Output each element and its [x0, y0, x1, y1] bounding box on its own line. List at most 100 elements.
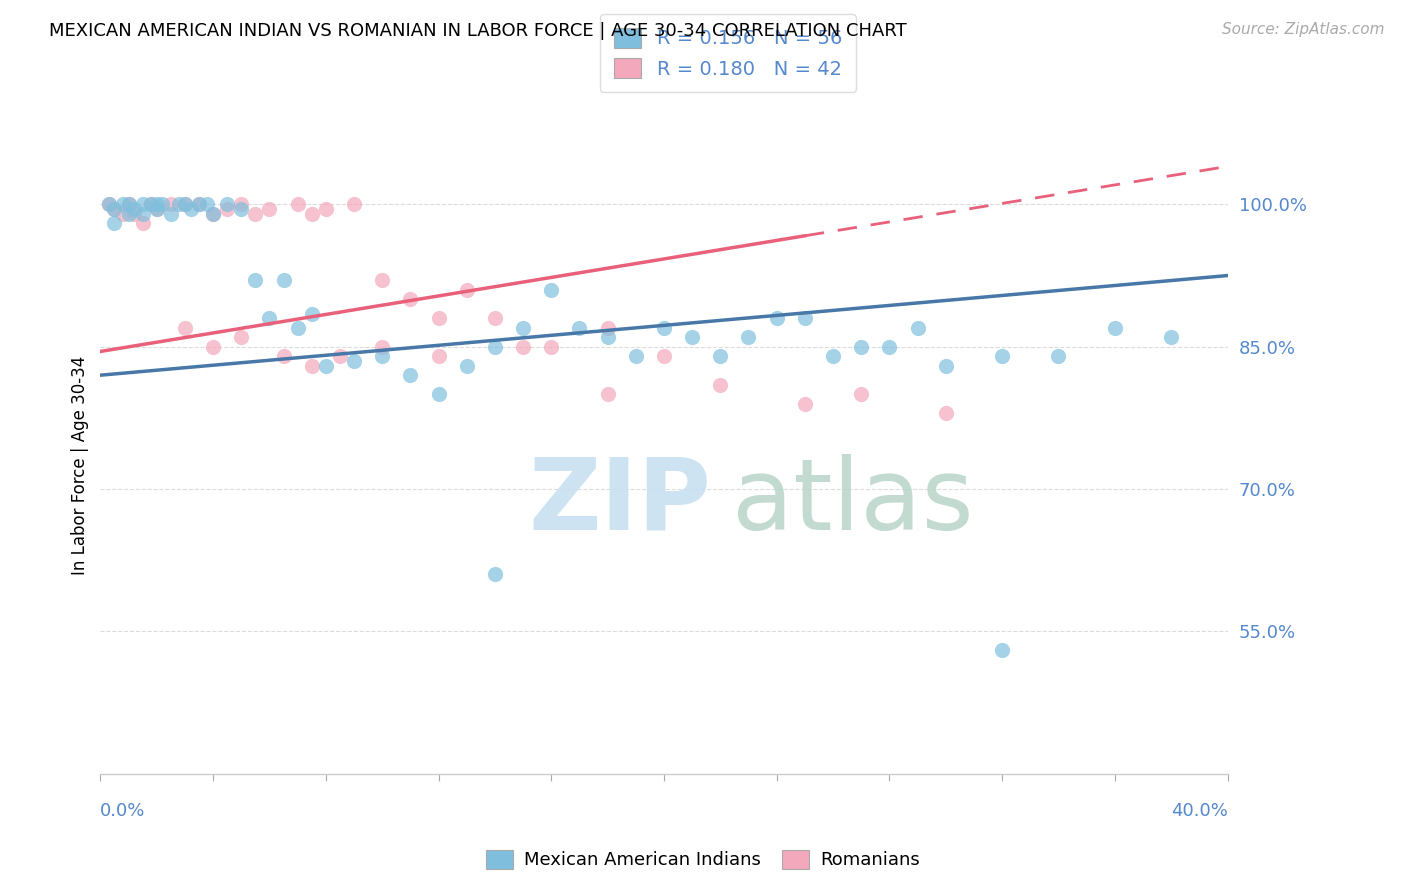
Point: [131, 197, 153, 211]
Point: [371, 273, 394, 287]
Text: ZIP: ZIP: [529, 454, 711, 551]
Point: [103, 202, 125, 216]
Point: [681, 330, 703, 344]
Point: [180, 202, 202, 216]
Point: [122, 202, 145, 216]
Point: [174, 197, 197, 211]
Point: [117, 207, 139, 221]
Point: [484, 311, 506, 326]
Point: [273, 349, 295, 363]
Point: [851, 340, 873, 354]
Point: [202, 207, 225, 221]
Point: [231, 197, 253, 211]
Text: MEXICAN AMERICAN INDIAN VS ROMANIAN IN LABOR FORCE | AGE 30-34 CORRELATION CHART: MEXICAN AMERICAN INDIAN VS ROMANIAN IN L…: [49, 22, 907, 40]
Point: [245, 273, 267, 287]
Point: [596, 320, 619, 334]
Point: [907, 320, 929, 334]
Point: [371, 340, 394, 354]
Point: [97, 197, 120, 211]
Point: [399, 293, 422, 307]
Point: [301, 207, 323, 221]
Point: [484, 567, 506, 582]
Text: atlas: atlas: [731, 454, 973, 551]
Point: [1160, 330, 1182, 344]
Legend: Mexican American Indians, Romanians: Mexican American Indians, Romanians: [477, 841, 929, 879]
Point: [259, 311, 281, 326]
Point: [512, 320, 534, 334]
Point: [145, 202, 167, 216]
Point: [935, 406, 957, 420]
Point: [202, 207, 225, 221]
Point: [652, 349, 675, 363]
Text: 0.0%: 0.0%: [100, 802, 146, 821]
Point: [217, 197, 239, 211]
Point: [329, 349, 352, 363]
Y-axis label: In Labor Force | Age 30-34: In Labor Force | Age 30-34: [72, 356, 89, 575]
Point: [139, 197, 162, 211]
Point: [315, 202, 337, 216]
Point: [174, 320, 197, 334]
Point: [273, 273, 295, 287]
Point: [117, 197, 139, 211]
Point: [343, 354, 366, 368]
Point: [111, 207, 134, 221]
Point: [301, 359, 323, 373]
Text: 40.0%: 40.0%: [1171, 802, 1227, 821]
Point: [512, 340, 534, 354]
Point: [821, 349, 844, 363]
Point: [202, 340, 225, 354]
Point: [484, 340, 506, 354]
Point: [737, 330, 759, 344]
Point: [145, 197, 167, 211]
Point: [652, 320, 675, 334]
Point: [159, 207, 181, 221]
Point: [399, 368, 422, 383]
Point: [122, 207, 145, 221]
Point: [131, 216, 153, 230]
Point: [991, 349, 1014, 363]
Point: [188, 197, 211, 211]
Point: [188, 197, 211, 211]
Point: [709, 349, 731, 363]
Point: [935, 359, 957, 373]
Point: [103, 202, 125, 216]
Point: [174, 197, 197, 211]
Point: [287, 320, 309, 334]
Point: [231, 330, 253, 344]
Point: [371, 349, 394, 363]
Point: [456, 359, 478, 373]
Point: [427, 349, 450, 363]
Point: [145, 202, 167, 216]
Point: [427, 387, 450, 401]
Point: [596, 330, 619, 344]
Point: [139, 197, 162, 211]
Text: Source: ZipAtlas.com: Source: ZipAtlas.com: [1222, 22, 1385, 37]
Point: [217, 202, 239, 216]
Point: [851, 387, 873, 401]
Point: [259, 202, 281, 216]
Point: [456, 283, 478, 297]
Point: [197, 197, 219, 211]
Point: [315, 359, 337, 373]
Point: [1047, 349, 1070, 363]
Point: [231, 202, 253, 216]
Point: [624, 349, 647, 363]
Point: [117, 197, 139, 211]
Point: [540, 283, 562, 297]
Point: [131, 207, 153, 221]
Point: [765, 311, 787, 326]
Point: [287, 197, 309, 211]
Point: [111, 197, 134, 211]
Legend: R = 0.156   N = 56, R = 0.180   N = 42: R = 0.156 N = 56, R = 0.180 N = 42: [600, 14, 856, 92]
Point: [427, 311, 450, 326]
Point: [596, 387, 619, 401]
Point: [159, 197, 181, 211]
Point: [991, 643, 1014, 657]
Point: [167, 197, 190, 211]
Point: [568, 320, 591, 334]
Point: [540, 340, 562, 354]
Point: [301, 306, 323, 320]
Point: [97, 197, 120, 211]
Point: [793, 397, 815, 411]
Point: [103, 216, 125, 230]
